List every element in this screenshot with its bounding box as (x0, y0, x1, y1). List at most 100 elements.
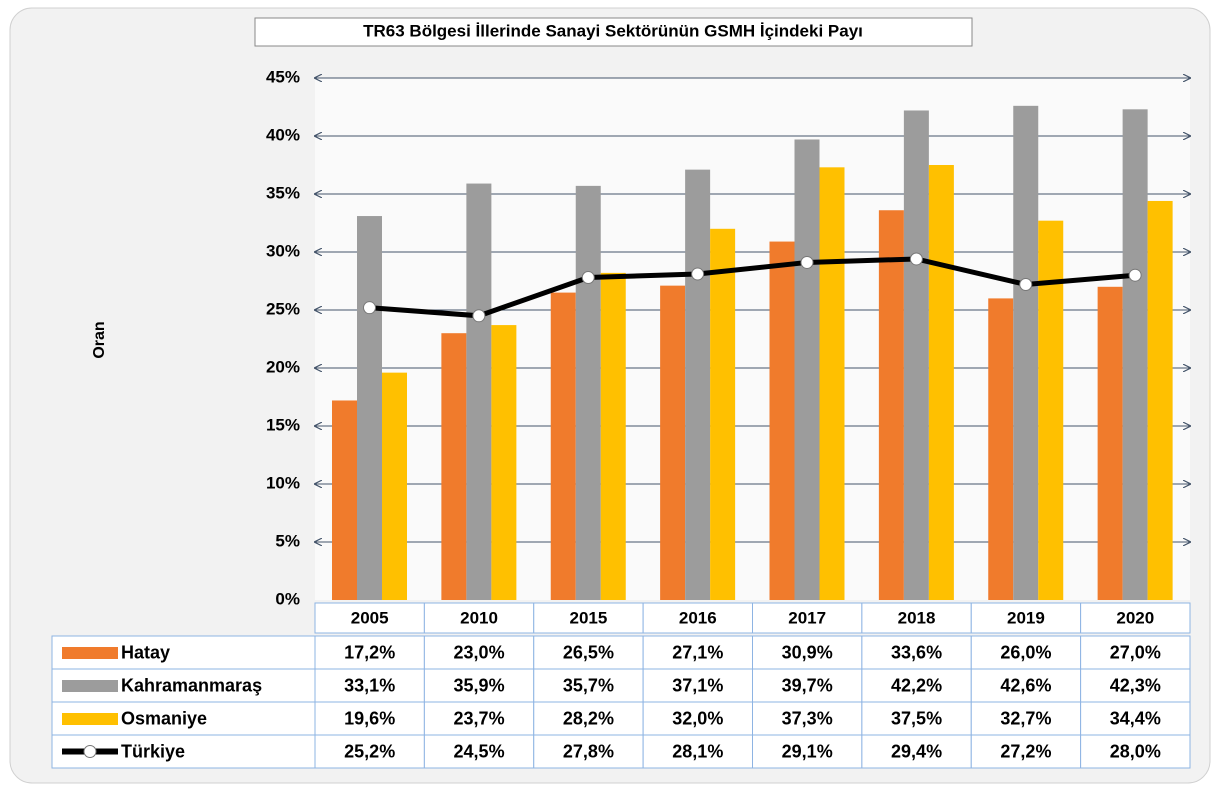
y-tick-label: 15% (266, 415, 300, 434)
line-marker (1019, 277, 1033, 291)
x-tick-label: 2016 (679, 608, 717, 627)
table-cell (423, 602, 535, 634)
bar (382, 372, 407, 600)
y-axis-label: Oran (91, 321, 108, 358)
table-cell (1080, 701, 1191, 736)
y-tick-label: 25% (266, 299, 300, 318)
table-value: 27,8% (563, 741, 614, 761)
table-value: 37,5% (891, 708, 942, 728)
table-cell (642, 734, 753, 769)
bar (903, 110, 929, 600)
x-tick-label: 2017 (788, 608, 826, 627)
table-value: 35,7% (563, 675, 614, 695)
table-value: 23,0% (454, 642, 505, 662)
table-value: 29,4% (891, 741, 942, 761)
table-cell (642, 701, 753, 736)
table-value: 26,5% (563, 642, 614, 662)
bar (550, 292, 576, 600)
bar (928, 165, 954, 600)
table-cell (970, 668, 1082, 703)
table-value: 27,2% (1000, 741, 1051, 761)
table-cell (970, 734, 1082, 769)
table-value: 23,7% (454, 708, 505, 728)
bar (878, 210, 904, 601)
bar (794, 139, 820, 601)
bar (819, 167, 845, 600)
bar (1097, 286, 1123, 600)
legend-label: Hatay (121, 642, 170, 662)
table-cell (861, 602, 972, 634)
table-value: 42,2% (891, 675, 942, 695)
table-value: 17,2% (344, 642, 395, 662)
table-cell (642, 602, 753, 634)
title-box (254, 17, 973, 47)
table-cell (314, 635, 425, 670)
table-cell (533, 635, 644, 670)
y-tick-label: 20% (266, 357, 300, 376)
table-value: 32,0% (672, 708, 723, 728)
table-cell (642, 668, 753, 703)
bar (491, 325, 517, 600)
legend-label: Türkiye (121, 741, 185, 761)
table-value: 25,2% (344, 741, 395, 761)
table-value: 29,1% (782, 741, 833, 761)
table-value: 27,1% (672, 642, 723, 662)
table-value: 30,9% (782, 642, 833, 662)
y-tick-label: 5% (275, 531, 300, 550)
table-cell (642, 635, 753, 670)
table-value: 32,7% (1000, 708, 1051, 728)
table-value: 27,0% (1110, 642, 1161, 662)
table-value: 33,1% (344, 675, 395, 695)
table-cell (423, 635, 535, 670)
table-value: 34,4% (1110, 708, 1161, 728)
legend-swatch (83, 745, 97, 758)
y-tick-label: 40% (266, 125, 300, 144)
table-cell (423, 668, 535, 703)
table-value: 19,6% (344, 708, 395, 728)
table-cell (1080, 602, 1191, 634)
table-cell (314, 734, 425, 769)
bar (710, 228, 736, 601)
bar (575, 185, 601, 600)
line-marker (472, 309, 486, 323)
table-value: 37,3% (782, 708, 833, 728)
table-cell (752, 635, 863, 670)
table-cell (752, 602, 863, 634)
table-cell (970, 701, 1082, 736)
line-marker (363, 301, 376, 315)
table-value: 42,6% (1000, 675, 1051, 695)
bar (466, 183, 492, 600)
bar (769, 241, 795, 600)
bar (600, 272, 626, 600)
bar (988, 298, 1014, 600)
legend-swatch (62, 680, 118, 692)
table-value: 24,5% (454, 741, 505, 761)
line-marker (909, 252, 923, 266)
table-value: 35,9% (454, 675, 505, 695)
bar (685, 169, 711, 600)
chart-title: TR63 Bölgesi İllerinde Sanayi Sektörünün… (363, 21, 863, 40)
x-tick-label: 2019 (1007, 608, 1045, 627)
x-tick-label: 2015 (570, 608, 608, 627)
y-tick-label: 10% (266, 473, 300, 492)
line-marker (1128, 268, 1142, 282)
table-cell (752, 734, 863, 769)
bar (1147, 200, 1173, 600)
table-cell (314, 668, 425, 703)
table-value: 39,7% (782, 675, 833, 695)
x-tick-label: 2010 (460, 608, 498, 627)
table-value: 33,6% (891, 642, 942, 662)
table-value: 42,3% (1110, 675, 1161, 695)
table-value: 28,1% (672, 741, 723, 761)
line (369, 256, 1136, 319)
line-marker (581, 271, 595, 285)
table-cell (970, 602, 1082, 634)
bar (441, 333, 467, 600)
legend-label: Kahramanmaraş (121, 675, 262, 695)
table-cell (861, 635, 972, 670)
x-tick-label: 2018 (898, 608, 936, 627)
bar (660, 285, 686, 600)
x-tick-label: 2005 (351, 608, 389, 627)
line-marker (800, 255, 814, 269)
